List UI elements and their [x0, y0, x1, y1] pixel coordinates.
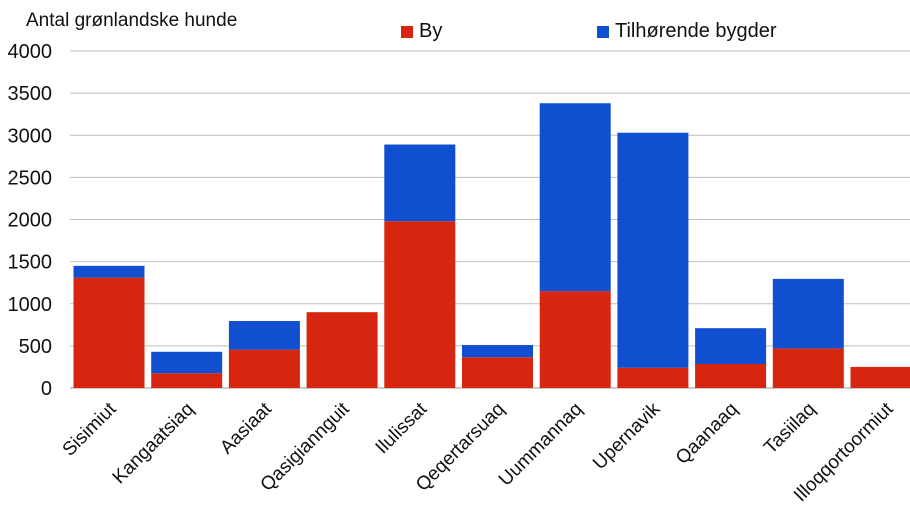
- bar-by: [695, 363, 767, 388]
- bar-tilhorende-bygder: [539, 103, 611, 292]
- x-tick-label: Qaanaaq: [672, 399, 742, 469]
- x-tick-label: Sisimiut: [59, 398, 121, 460]
- y-tick-label: 1500: [8, 252, 53, 274]
- legend-item-tilhorende-bygder: Tilhørende bygder: [597, 20, 777, 43]
- bar-tilhorende-bygder: [695, 328, 767, 364]
- legend-label-by: By: [419, 20, 443, 42]
- legend-item-by: By: [401, 20, 442, 43]
- bar-by: [772, 348, 844, 388]
- y-tick-label: 500: [19, 336, 52, 358]
- bar-by: [306, 312, 378, 388]
- bar-by: [151, 373, 223, 388]
- bars: [73, 103, 910, 388]
- y-axis-title: Antal grønlandske hunde: [26, 10, 238, 31]
- bar-by: [617, 367, 689, 388]
- bar-tilhorende-bygder: [228, 321, 300, 350]
- x-tick-label: Ilulissat: [372, 398, 432, 458]
- bar-by: [539, 291, 611, 388]
- y-tick-label: 2000: [8, 210, 53, 232]
- y-tick-label: 0: [41, 378, 52, 400]
- bar-by: [850, 366, 910, 388]
- legend-label-tilhorende-bygder: Tilhørende bygder: [615, 20, 777, 42]
- x-tick-label: Kangaatsiaq: [109, 399, 199, 489]
- legend-swatch-by: [401, 25, 413, 38]
- x-tick-label: Upernavik: [589, 398, 665, 474]
- x-tick-label: Aasiaat: [216, 398, 276, 458]
- y-tick-label: 3000: [8, 125, 53, 147]
- bar-by: [462, 357, 533, 388]
- y-axis-ticks: 0 500 1000 1500 2000 2500 3000 3500 4000: [8, 41, 53, 400]
- y-tick-label: 4000: [8, 41, 53, 63]
- y-tick-label: 2500: [8, 167, 53, 189]
- bar-tilhorende-bygder: [151, 351, 223, 374]
- x-tick-label: Uummannaq: [495, 399, 587, 491]
- bar-tilhorende-bygder: [772, 278, 844, 349]
- x-tick-label: Tasiilaq: [760, 399, 820, 459]
- bar-by: [228, 349, 300, 388]
- y-tick-label: 1000: [8, 294, 53, 316]
- y-tick-label: 3500: [8, 83, 53, 105]
- legend-swatch-tilhorende-bygder: [597, 25, 609, 38]
- bar-tilhorende-bygder: [617, 132, 689, 368]
- bar-by: [384, 221, 456, 388]
- bar-tilhorende-bygder: [384, 144, 456, 222]
- bar-tilhorende-bygder: [462, 345, 533, 358]
- bar-tilhorende-bygder: [73, 265, 145, 278]
- bar-by: [73, 277, 145, 388]
